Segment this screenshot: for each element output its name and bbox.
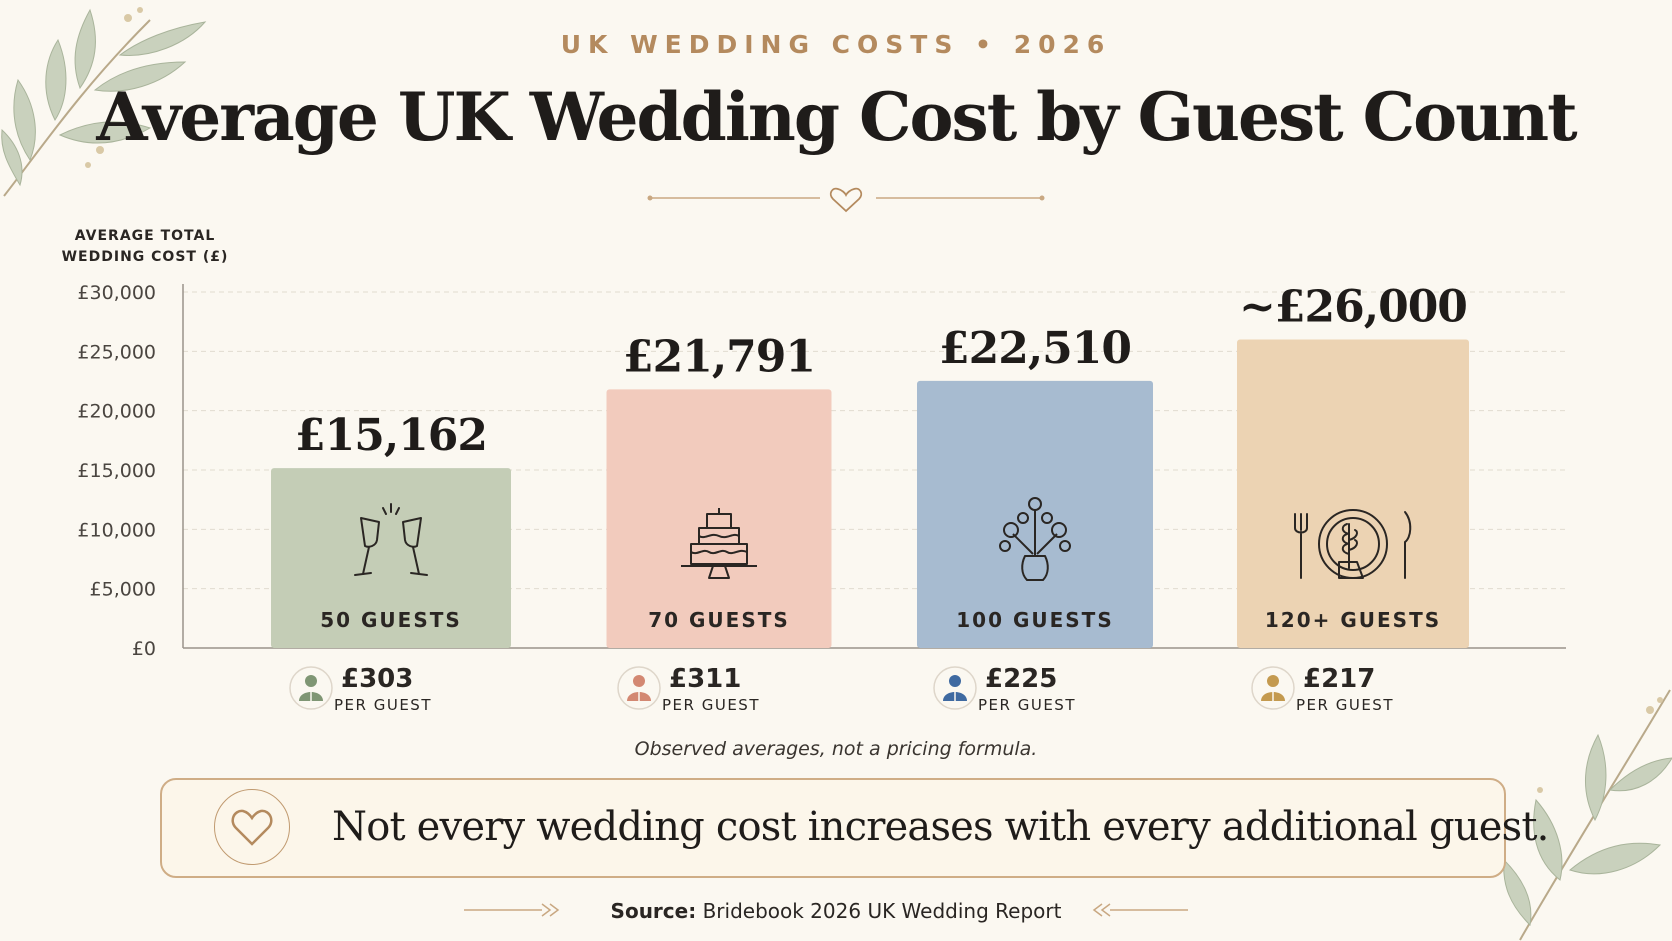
bar-value-label: £15,162 bbox=[295, 410, 487, 461]
category-label: 100 GUESTS bbox=[956, 608, 1113, 632]
person-icon bbox=[943, 675, 967, 701]
per-guest-value: £311 bbox=[669, 664, 741, 694]
callout-heart-badge bbox=[214, 789, 290, 865]
page-title: Average UK Wedding Cost by Guest Count bbox=[96, 78, 1577, 156]
place-setting-icon bbox=[1294, 509, 1412, 579]
y-tick-label: £5,000 bbox=[90, 579, 156, 601]
per-guest-badge bbox=[289, 666, 333, 710]
bar-1 bbox=[271, 468, 511, 648]
y-tick-label: £0 bbox=[132, 638, 156, 660]
category-label: 70 GUESTS bbox=[648, 608, 790, 632]
flower-vase-icon bbox=[999, 497, 1071, 581]
y-axis-label: AVERAGE TOTAL WEDDING COST (£) bbox=[61, 228, 229, 265]
person-icon bbox=[627, 675, 651, 701]
y-tick-label: £20,000 bbox=[77, 401, 156, 423]
heart-icon bbox=[829, 187, 863, 213]
per-guest-badge bbox=[1251, 666, 1295, 710]
source-text: Bridebook 2026 UK Wedding Report bbox=[702, 899, 1062, 923]
bar-value-label: ~£26,000 bbox=[1239, 281, 1467, 332]
per-guest-unit: PER GUEST bbox=[1296, 696, 1394, 714]
per-guest-unit: PER GUEST bbox=[978, 696, 1076, 714]
per-guest-value: £225 bbox=[985, 664, 1057, 694]
per-guest-unit: PER GUEST bbox=[334, 696, 432, 714]
title-divider bbox=[647, 187, 1045, 213]
person-icon bbox=[1261, 675, 1285, 701]
category-label: 50 GUESTS bbox=[320, 608, 462, 632]
bar-2 bbox=[606, 389, 832, 648]
y-tick-label: £25,000 bbox=[77, 341, 156, 363]
leaf-sprig-top-left bbox=[1, 7, 207, 197]
y-tick-label: £15,000 bbox=[77, 460, 156, 482]
champagne-glasses-icon bbox=[354, 503, 428, 576]
per-guest-value: £303 bbox=[341, 664, 413, 694]
wedding-cake-icon bbox=[681, 508, 757, 579]
per-guest-badge bbox=[617, 666, 661, 710]
heart-icon bbox=[231, 809, 272, 846]
source-citation: Source: Bridebook 2026 UK Wedding Report bbox=[0, 899, 1672, 923]
category-label: 120+ GUESTS bbox=[1265, 608, 1441, 632]
bar-value-label: £21,791 bbox=[623, 331, 815, 382]
per-guest-unit: PER GUEST bbox=[662, 696, 760, 714]
leaf-sprig-bottom-right bbox=[1503, 689, 1672, 941]
per-guest-value: £217 bbox=[1303, 664, 1375, 694]
person-icon bbox=[299, 675, 323, 701]
kicker-text: UK WEDDING COSTS • 2026 bbox=[560, 30, 1112, 59]
source-right-arrow-icon bbox=[1092, 903, 1188, 917]
y-tick-label: £30,000 bbox=[77, 282, 156, 304]
bar-value-label: £22,510 bbox=[939, 323, 1131, 374]
callout-box: Not every wedding cost increases with ev… bbox=[160, 778, 1549, 878]
bar-4 bbox=[1237, 339, 1469, 648]
callout-text: Not every wedding cost increases with ev… bbox=[332, 804, 1549, 850]
per-guest-badge bbox=[933, 666, 977, 710]
y-tick-label: £10,000 bbox=[77, 519, 156, 541]
source-left-arrow-icon bbox=[464, 903, 560, 917]
chart-note: Observed averages, not a pricing formula… bbox=[634, 738, 1038, 760]
source-label: Source: bbox=[610, 899, 697, 923]
